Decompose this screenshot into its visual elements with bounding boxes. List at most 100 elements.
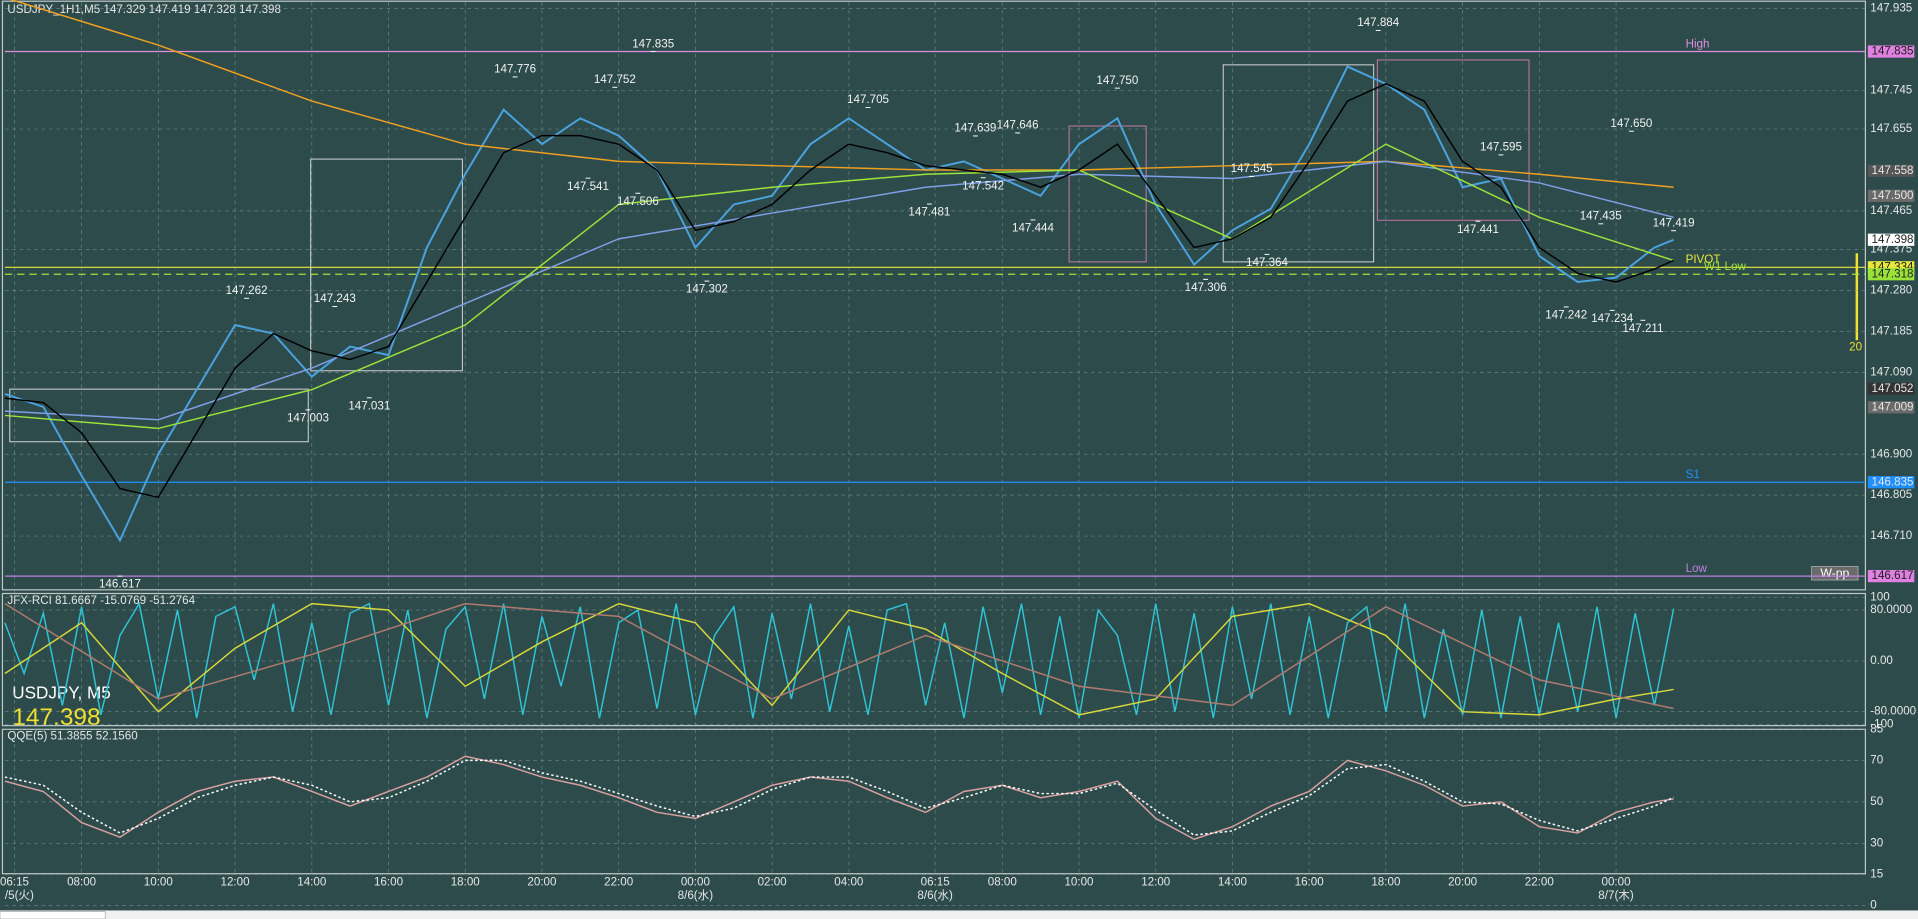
x-tick-label: 00:00 (681, 875, 710, 888)
y-tick-label: 147.090 (1870, 365, 1912, 378)
x-tick-label: 16:00 (374, 875, 403, 888)
price-tag (1867, 233, 1915, 246)
y-tick-label: 30 (1870, 836, 1883, 849)
series-line (4, 759, 1674, 836)
annotation-label: 147.435 (1580, 210, 1622, 223)
symbol: USDJPY, M5 (12, 683, 111, 702)
level-label: PIVOT (1686, 253, 1721, 266)
y-tick-label: 147.465 (1870, 204, 1912, 217)
x-tick-label: 18:00 (451, 875, 480, 888)
y-tick-label: -80.0000 (1870, 705, 1916, 718)
series-line (4, 65, 1674, 543)
x-tick-label: 02:00 (758, 875, 787, 888)
x-tick-label: 22:00 (1525, 875, 1554, 888)
x-tick-label: 06:15 (921, 875, 950, 888)
annotation-label: 147.242 (1545, 309, 1587, 322)
annotation-label: 147.506 (617, 195, 659, 208)
annotation-label: 147.545 (1231, 162, 1273, 175)
level-label: W1 Low (1704, 260, 1747, 273)
y-tick-label: 147.745 (1870, 83, 1912, 96)
y-tick-label: 80.0000 (1870, 603, 1912, 616)
range-label: 20 (1849, 341, 1862, 354)
y-tick-label: 100 (1870, 590, 1889, 603)
annotation-label: 147.441 (1457, 223, 1499, 236)
x-tick-label: 16:00 (1295, 875, 1324, 888)
annotation-label: 147.234 (1591, 312, 1634, 325)
session-box (1376, 59, 1530, 221)
x-tick-label: 14:00 (1218, 875, 1247, 888)
price-tag-label: 147.318 (1872, 267, 1914, 280)
x-tick-label: 22:00 (604, 875, 633, 888)
series-line (4, 601, 1675, 719)
annotation-label: 147.003 (287, 411, 329, 424)
main-pane (1, 0, 1867, 591)
annotation-label: 147.542 (962, 179, 1004, 192)
x-tick-label: 10:00 (1064, 875, 1093, 888)
price-tag-label: 146.617 (1872, 569, 1914, 582)
y-tick-label: 147.280 (1870, 284, 1912, 297)
annotation-label: 147.776 (494, 63, 536, 76)
annotation-label: 147.835 (632, 37, 674, 50)
annotation-label: 147.444 (1012, 222, 1055, 235)
price-tag-label: 147.500 (1872, 189, 1914, 202)
price-tag-label: 147.835 (1872, 45, 1914, 58)
annotation-label: 147.481 (908, 206, 950, 219)
y-tick-label: 50 (1870, 795, 1883, 808)
y-tick-label: 146.900 (1870, 447, 1912, 460)
series-line (4, 602, 1674, 716)
annotation-label: 147.752 (594, 73, 636, 86)
level-label: Low (1686, 562, 1708, 575)
x-tick-label: 12:00 (1141, 875, 1170, 888)
price-tag-label: 147.398 (1872, 233, 1914, 246)
y-tick-label: 70 (1870, 753, 1883, 766)
y-tick-label: 85 (1870, 722, 1883, 735)
price-tag (1867, 476, 1915, 489)
y-tick-label: 147.935 (1870, 2, 1912, 15)
series-line (4, 755, 1674, 841)
qqe-title: QQE(5) 51.3855 52.1560 (7, 730, 137, 743)
y-tick-label: 0.00 (1870, 654, 1893, 667)
y-tick-label: 147.375 (1870, 243, 1912, 256)
series-line (4, 602, 1674, 710)
wpp-button-label[interactable]: W-pp (1820, 566, 1849, 580)
x-tick-label: 20:00 (527, 875, 556, 888)
annotation-label: 147.419 (1653, 216, 1695, 229)
y-tick-label: 0 (1870, 899, 1876, 912)
x-tick-label: 12:00 (221, 875, 250, 888)
x-tick-label: 10:00 (144, 875, 173, 888)
y-tick-label: 147.655 (1870, 122, 1912, 135)
date-label: 8/7(木) (1598, 889, 1634, 902)
annotation-label: 147.302 (686, 283, 728, 296)
annotation-label: 147.541 (567, 180, 609, 193)
price-tag (1867, 268, 1915, 281)
price-tag (1867, 45, 1915, 58)
rci-title: JFX-RCI 81.6667 -15.0769 -51.2764 (7, 594, 195, 607)
annotation-label: 146.617 (99, 578, 141, 591)
session-box (310, 158, 463, 372)
annotation-label: 147.211 (1622, 322, 1663, 335)
x-tick-label: 04:00 (834, 875, 863, 888)
date-label: /5(火) (5, 889, 34, 902)
price-tag (1867, 569, 1915, 583)
annotation-label: 147.243 (314, 292, 356, 305)
y-tick-label: 146.710 (1870, 529, 1912, 542)
x-tick-label: 06:15 (0, 875, 29, 888)
price-tag (1867, 189, 1915, 202)
level-label: High (1686, 37, 1710, 50)
tab[interactable] (0, 911, 106, 919)
price-tag-label: 147.558 (1872, 164, 1914, 177)
date-label: 8/6(水) (917, 889, 953, 902)
last-price: 147.398 (12, 704, 100, 731)
price-tag-label: 147.009 (1872, 400, 1914, 413)
annotation-label: 147.650 (1610, 117, 1652, 130)
price-tag (1867, 164, 1915, 177)
annotation-label: 147.646 (997, 119, 1039, 132)
series-line (4, 83, 1674, 499)
y-tick-label: 146.805 (1870, 488, 1912, 501)
rci-pane (1, 592, 1867, 727)
annotation-label: 147.595 (1480, 141, 1522, 154)
